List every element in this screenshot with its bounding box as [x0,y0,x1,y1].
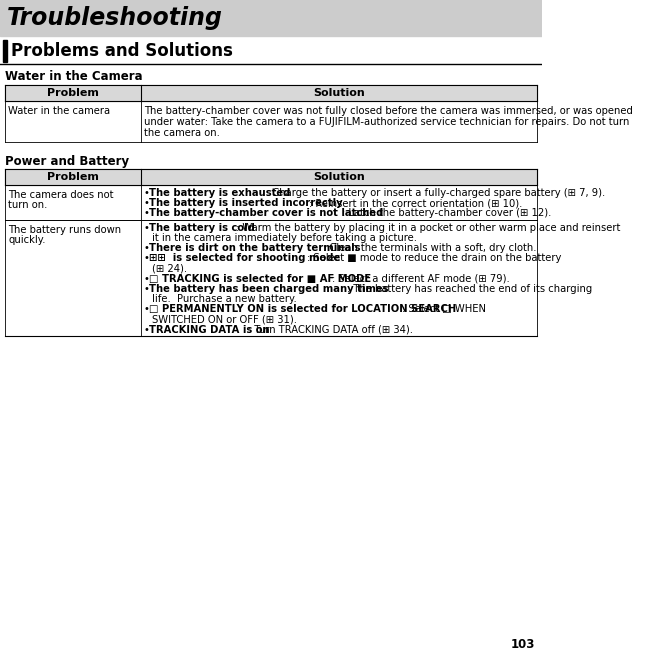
Text: The camera does not: The camera does not [9,190,114,200]
Text: quickly.: quickly. [9,235,46,245]
Bar [5,85,537,101]
Text: : The battery has reached the end of its charging: : The battery has reached the end of its… [346,284,592,294]
Text: : Reinsert in the correct orientation (⊞ 10).: : Reinsert in the correct orientation (⊞… [309,198,522,208]
Text: The battery is cold: The battery is cold [149,223,255,233]
Text: (⊞ 24).: (⊞ 24). [152,263,187,273]
Text: The battery has been charged many times: The battery has been charged many times [149,284,388,294]
Text: •: • [143,253,149,263]
Text: •: • [143,188,149,198]
Text: Water in the camera: Water in the camera [9,106,110,116]
Text: Problem: Problem [47,172,99,182]
Text: Problem: Problem [47,88,99,98]
Text: The battery-chamber cover was not fully closed before the camera was immersed, o: The battery-chamber cover was not fully … [144,106,633,116]
Text: Solution: Solution [313,172,365,182]
Text: The battery is exhausted: The battery is exhausted [149,188,290,198]
Bar [5,169,537,185]
Text: Solution: Solution [313,88,365,98]
Text: •: • [143,273,149,284]
Text: life.  Purchase a new battery.: life. Purchase a new battery. [152,294,297,304]
Text: 103: 103 [511,638,535,651]
Text: : Clean the terminals with a soft, dry cloth.: : Clean the terminals with a soft, dry c… [323,243,537,253]
Text: The battery is inserted incorrectly: The battery is inserted incorrectly [149,198,342,208]
Text: The battery-chamber cover is not latched: The battery-chamber cover is not latched [149,208,383,218]
Text: The battery runs down: The battery runs down [9,225,122,235]
Text: it in the camera immediately before taking a picture.: it in the camera immediately before taki… [152,233,417,243]
Text: : Latch the battery-chamber cover (⊞ 12).: : Latch the battery-chamber cover (⊞ 12)… [342,208,552,218]
Text: ⊞⊞  is selected for shooting mode: ⊞⊞ is selected for shooting mode [149,253,340,263]
Text: the camera on.: the camera on. [144,128,220,138]
Text: : Select □ WHEN: : Select □ WHEN [402,304,486,314]
Text: Water in the Camera: Water in the Camera [5,70,143,83]
Bar [3,40,7,62]
Text: Power and Battery: Power and Battery [5,154,129,168]
Text: Troubleshooting: Troubleshooting [7,6,223,30]
Text: turn on.: turn on. [9,200,47,210]
Text: •: • [143,284,149,294]
Text: •: • [143,223,149,233]
Text: SWITCHED ON or OFF (⊞ 31).: SWITCHED ON or OFF (⊞ 31). [152,315,297,325]
Text: : Warm the battery by placing it in a pocket or other warm place and reinsert: : Warm the battery by placing it in a po… [237,223,621,233]
Text: under water: Take the camera to a FUJIFILM-authorized service technician for rep: under water: Take the camera to a FUJIFI… [144,117,629,127]
Text: : Select ■ mode to reduce the drain on the battery: : Select ■ mode to reduce the drain on t… [307,253,561,263]
Text: □ PERMANENTLY ON is selected for LOCATION SEARCH: □ PERMANENTLY ON is selected for LOCATIO… [149,304,456,314]
Text: : Turn TRACKING DATA off (⊞ 34).: : Turn TRACKING DATA off (⊞ 34). [248,325,413,334]
Text: •: • [143,198,149,208]
Text: TRACKING DATA is on: TRACKING DATA is on [149,325,269,334]
Text: Problems and Solutions: Problems and Solutions [11,42,233,60]
Bar [0,0,542,36]
Text: •: • [143,243,149,253]
Text: : Charge the battery or insert a fully-charged spare battery (⊞ 7, 9).: : Charge the battery or insert a fully-c… [265,188,605,198]
Text: : Select a different AF mode (⊞ 79).: : Select a different AF mode (⊞ 79). [332,273,510,284]
Text: □ TRACKING is selected for ■ AF MODE: □ TRACKING is selected for ■ AF MODE [149,273,371,284]
Text: •: • [143,208,149,218]
Text: •: • [143,304,149,314]
Text: •: • [143,325,149,334]
Text: There is dirt on the battery terminals: There is dirt on the battery terminals [149,243,361,253]
